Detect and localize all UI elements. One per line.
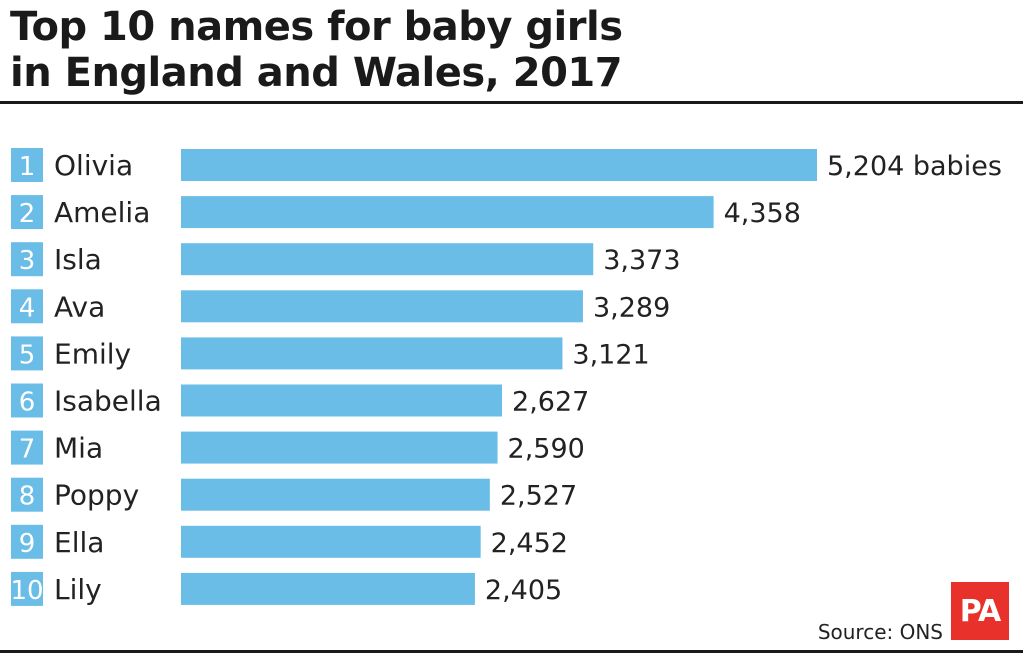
rank-label: 5: [19, 340, 36, 370]
rank-box: [11, 383, 43, 418]
value-label: 2,452: [491, 528, 568, 559]
bar: [181, 525, 481, 558]
bar: [181, 290, 583, 323]
rank-label: 4: [19, 293, 36, 323]
pa-logo-text: PA: [959, 593, 1001, 629]
rank-box: [11, 242, 43, 277]
category-label: Ella: [54, 526, 104, 559]
bar: [181, 196, 714, 229]
category-label: Mia: [54, 432, 103, 465]
value-label: 2,627: [512, 387, 589, 418]
rank-label: 6: [19, 388, 36, 418]
rank-box: [11, 336, 43, 371]
category-label: Isabella: [54, 385, 162, 418]
rank-box: [11, 571, 43, 606]
rank-box: [11, 148, 43, 182]
rank-box: [11, 430, 43, 465]
bar: [181, 431, 498, 464]
category-label: Lily: [54, 573, 102, 606]
rank-box: [11, 195, 43, 230]
value-label: 2,590: [508, 434, 585, 465]
chart-title-line-1: Top 10 names for baby girls: [10, 4, 623, 50]
title-divider: [0, 101, 1023, 104]
value-label: 2,527: [500, 481, 577, 512]
category-label: Isla: [54, 243, 102, 276]
source-note: Source: ONS: [817, 620, 943, 644]
value-label: 4,358: [724, 198, 801, 229]
rank-label: 2: [19, 199, 36, 229]
category-label: Ava: [54, 290, 105, 323]
bar: [181, 243, 594, 276]
value-label: 3,373: [603, 245, 680, 276]
bar: [181, 478, 490, 511]
rank-box: [11, 524, 43, 559]
rank-box: [11, 289, 43, 324]
bar: [181, 572, 475, 605]
bar: [181, 384, 503, 417]
chart-title: Top 10 names for baby girls in England a…: [10, 4, 623, 96]
bottom-divider: [0, 650, 1023, 653]
value-label: 5,204 babies: [827, 151, 1002, 182]
rank-label: 3: [19, 246, 36, 276]
rank-label: 8: [19, 482, 36, 512]
value-label: 2,405: [485, 575, 562, 606]
rank-label: 7: [19, 435, 36, 465]
rank-label: 9: [19, 529, 36, 559]
bar: [181, 337, 563, 370]
pa-logo: PA: [951, 582, 1009, 640]
rank-label: 10: [10, 576, 43, 606]
category-label: Poppy: [54, 479, 139, 512]
category-label: Olivia: [54, 149, 133, 182]
category-label: Emily: [54, 337, 131, 370]
value-label: 3,289: [593, 292, 670, 323]
bar: [181, 149, 817, 181]
chart-title-line-2: in England and Wales, 2017: [10, 50, 623, 96]
value-label: 3,121: [572, 339, 649, 370]
rank-label: 1: [19, 152, 36, 182]
rank-box: [11, 477, 43, 512]
category-label: Amelia: [54, 196, 150, 229]
